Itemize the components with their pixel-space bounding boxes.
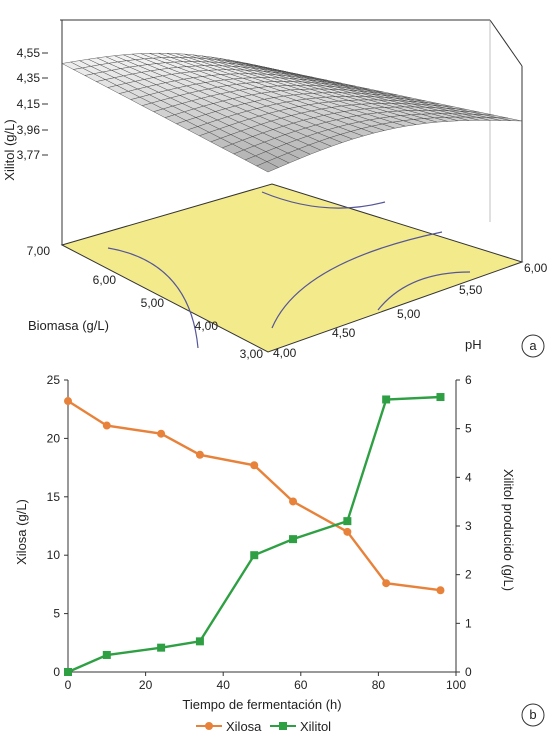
z-tick-label: 3,77 bbox=[17, 148, 41, 162]
z-axis-label: Xilitol (g/L) bbox=[2, 119, 17, 180]
floor-plane bbox=[60, 183, 524, 353]
panel-b-badge bbox=[521, 703, 545, 727]
z-axis-ticks: 4,55 4,35 4,15 3,96 3,77 bbox=[17, 46, 48, 162]
ph-axis-label: pH bbox=[465, 337, 482, 352]
y-tick-label: 15 bbox=[47, 490, 61, 504]
data-point-xilosa bbox=[250, 461, 259, 470]
data-point-xilitol bbox=[382, 395, 391, 404]
y2-tick-label: 2 bbox=[465, 568, 472, 582]
z-tick-marks bbox=[42, 52, 48, 156]
data-point-xilitol bbox=[250, 551, 259, 560]
y2-tick-label: 6 bbox=[465, 373, 472, 387]
surface-facet bbox=[497, 117, 523, 122]
data-point-xilitol bbox=[436, 393, 445, 402]
surface-chart: 4,55 4,35 4,15 3,96 3,77 Xilitol (g/L) 7… bbox=[2, 19, 548, 361]
x-tick-label: 5,50 bbox=[459, 283, 483, 297]
data-point-xilosa bbox=[102, 421, 111, 430]
legend-marker-xilitol bbox=[279, 722, 287, 730]
contour-line bbox=[261, 191, 386, 209]
series-line-xilitol bbox=[67, 395, 441, 674]
x-tick-label: 0 bbox=[65, 678, 72, 692]
data-point-xilosa bbox=[382, 579, 391, 588]
y2-tick-label: 5 bbox=[465, 422, 472, 436]
x-tick-label: 20 bbox=[139, 678, 153, 692]
y2-tick-label: 0 bbox=[465, 665, 472, 679]
x-tick-label: 80 bbox=[372, 678, 386, 692]
y-tick-label: 10 bbox=[47, 548, 61, 562]
data-point-xilitol bbox=[195, 637, 204, 646]
x-tick-label: 60 bbox=[294, 678, 308, 692]
legend: Xilosa Xilitol bbox=[196, 719, 331, 733]
y-tick-label: 5 bbox=[53, 607, 60, 621]
data-point-xilosa bbox=[343, 527, 352, 536]
x-tick-label: 40 bbox=[217, 678, 231, 692]
y-tick-label: 4,00 bbox=[195, 319, 219, 333]
floor-contours bbox=[107, 191, 471, 349]
ph-ticks: 4,00 4,50 5,00 5,50 6,00 bbox=[273, 261, 548, 360]
y-tick-label: 5,00 bbox=[141, 296, 165, 310]
data-point-xilosa bbox=[157, 429, 166, 438]
data-point-xilosa bbox=[195, 450, 204, 459]
frame-top-right bbox=[489, 19, 523, 67]
data-point-xilitol bbox=[102, 650, 111, 659]
data-point-xilitol bbox=[289, 535, 298, 544]
x-tick-label: 100 bbox=[446, 678, 466, 692]
data-point-xilosa bbox=[289, 497, 298, 506]
y2-axis-label: Xilitol producido (g/L) bbox=[501, 469, 516, 591]
data-point-xilitol bbox=[343, 517, 352, 526]
data-point-xilosa bbox=[436, 586, 445, 595]
biomass-axis-label: Biomasa (g/L) bbox=[28, 318, 109, 333]
y2-tick-label: 1 bbox=[465, 616, 472, 630]
y-tick-label: 3,00 bbox=[240, 347, 264, 361]
data-point-xilosa bbox=[64, 397, 72, 406]
plot-axes bbox=[64, 379, 460, 676]
x-tick-label: 4,00 bbox=[273, 346, 297, 360]
y2-tick-label: 4 bbox=[465, 470, 472, 484]
x-tick-label: 4,50 bbox=[332, 326, 356, 340]
y2-tick-label: 3 bbox=[465, 519, 472, 533]
series-line-xilosa bbox=[67, 399, 441, 592]
y-tick-label: 7,00 bbox=[27, 244, 51, 258]
x-tick-label: 6,00 bbox=[524, 261, 548, 275]
panel-a-badge bbox=[521, 334, 545, 358]
response-surface bbox=[61, 52, 523, 173]
z-tick-label: 3,96 bbox=[17, 123, 41, 137]
z-tick-label: 4,35 bbox=[17, 71, 41, 85]
y-tick-label: 6,00 bbox=[93, 273, 117, 287]
legend-marker-xilosa bbox=[205, 722, 213, 730]
data-point-xilitol bbox=[64, 668, 72, 676]
panel-a-label: a bbox=[529, 338, 537, 353]
y-tick-label: 0 bbox=[53, 665, 60, 679]
contour-line bbox=[107, 247, 199, 349]
contour-line bbox=[377, 271, 471, 311]
legend-label-xilitol: Xilitol bbox=[300, 719, 331, 733]
series-group bbox=[64, 393, 445, 676]
panel-b-label: b bbox=[529, 707, 536, 722]
contour-line bbox=[271, 231, 443, 329]
y-axis-label: Xilosa (g/L) bbox=[14, 499, 29, 565]
z-tick-label: 4,15 bbox=[17, 97, 41, 111]
x-tick-label: 5,00 bbox=[397, 307, 421, 321]
x-axis-label: Tiempo de fermentación (h) bbox=[182, 697, 341, 712]
data-point-xilitol bbox=[157, 643, 166, 652]
y-tick-label: 20 bbox=[47, 431, 61, 445]
y-tick-label: 25 bbox=[47, 373, 61, 387]
biomass-ticks: 7,00 6,00 5,00 4,00 3,00 bbox=[27, 244, 264, 361]
z-tick-label: 4,55 bbox=[17, 46, 41, 60]
legend-label-xilosa: Xilosa bbox=[226, 719, 262, 733]
